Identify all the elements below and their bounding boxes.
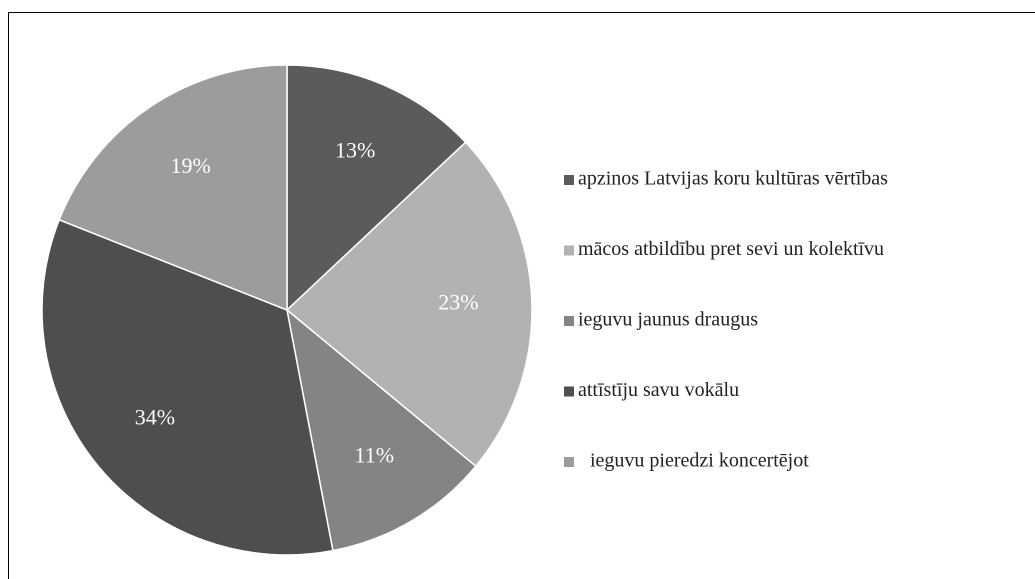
legend-swatch [564, 245, 574, 256]
pie-slice [286, 64, 467, 312]
legend-label: apzinos Latvijas koru kultūras vērtības [578, 168, 888, 190]
legend-swatch [564, 457, 574, 467]
pie-slice [285, 308, 477, 552]
legend-label: attīstīju savu vokālu [578, 379, 739, 401]
data-label: 34% [135, 404, 175, 429]
pie-slice [58, 64, 288, 312]
pie-slice [41, 218, 334, 556]
legend-swatch [564, 316, 574, 326]
legend-swatch [564, 386, 574, 397]
legend-swatch [564, 175, 574, 185]
data-label: 13% [335, 138, 375, 163]
data-label: 11% [355, 443, 395, 468]
data-label: 19% [170, 153, 210, 178]
data-label: 23% [438, 290, 478, 315]
legend-label: mācos atbildību pret sevi un kolektīvu [578, 238, 884, 260]
legend-label: ieguvu jaunus draugus [578, 309, 758, 331]
pie-slice [285, 141, 533, 468]
legend-label: ieguvu pieredzi koncertējot [590, 450, 809, 472]
